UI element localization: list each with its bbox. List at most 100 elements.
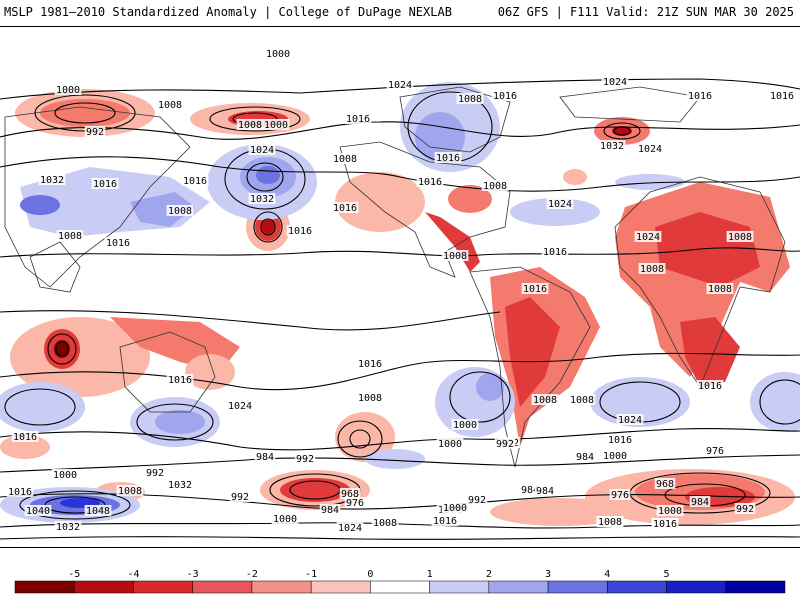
isobar-label-bg (519, 484, 541, 495)
isobar-label: 1048 (86, 506, 110, 517)
isobar-label: 1008 (458, 94, 482, 105)
isobar-label-bg (616, 414, 644, 425)
isobar-label: 1016 (106, 238, 130, 249)
isobar-label-bg (336, 522, 364, 533)
isobar-label-bg (704, 445, 726, 456)
isobar-label-bg (84, 126, 106, 137)
isobar-label: 1008 (333, 154, 357, 165)
isobar-label: 1008 (238, 120, 262, 131)
isobar-label: 992 (468, 495, 486, 506)
isobar-label: 984 (521, 485, 539, 496)
colorbar-swatch (488, 580, 549, 594)
isobar-label-bg (441, 250, 469, 261)
colorbar-swatch (547, 580, 608, 594)
isobar-label: 1008 (598, 517, 622, 528)
isobar-label-bg (456, 93, 484, 104)
isobar-label-bg (319, 504, 341, 515)
isobar-label: 1032 (56, 522, 80, 533)
isobar-label: 1016 (493, 91, 517, 102)
isobar-label-bg (726, 231, 754, 242)
isobar-label: 1024 (228, 401, 252, 412)
isobar-label-bg (226, 400, 254, 411)
model-run-label: 06Z GFS | F111 Valid: 21Z SUN MAR 30 202… (497, 5, 794, 19)
isobar-label: 984 (536, 486, 554, 497)
isobar-label: 984 (256, 452, 274, 463)
isobar-label-bg (84, 505, 112, 516)
isobar-label-bg (271, 513, 299, 524)
isobar-label-bg (431, 515, 459, 526)
isobar-label-bg (634, 231, 662, 242)
isobar-label-bg (598, 140, 626, 151)
colorbar-swatch (370, 580, 430, 594)
negative-anomaly-shading (0, 89, 795, 526)
isobar-label: 984 (321, 505, 339, 516)
isobar-label-bg (11, 431, 39, 442)
isobar-label: 1008 (158, 100, 182, 111)
isobar-label: 976 (611, 490, 629, 501)
isobar-label-bg (24, 505, 52, 516)
isobar-label-bg (386, 79, 414, 90)
isobar-label: 1000 (53, 470, 77, 481)
isobar-label-bg (331, 153, 359, 164)
isobar-label: 1008 (373, 518, 397, 529)
isobar-label: 1000 (266, 49, 290, 60)
isobar-label-bg (54, 84, 82, 95)
colorbar-swatches (14, 580, 786, 594)
isobar-label-bg (521, 283, 549, 294)
colorbar-tick-label: 0 (367, 569, 373, 580)
isobar-label-bg (601, 450, 629, 461)
isobar-label-bg (56, 230, 84, 241)
colorbar-swatch (251, 580, 312, 594)
isobar-label-bg (371, 517, 399, 528)
colorbar-tick-label: -4 (127, 569, 139, 580)
isobar-label-bg (534, 485, 556, 496)
anomaly-map: 1000 992 1008 1008 1000 1016 1024 1024 1016 1008 1… (0, 26, 800, 548)
isobar-label: 1000 (453, 420, 477, 431)
isobar-label: 1016 (13, 432, 37, 443)
isobar-label: 1024 (388, 80, 412, 91)
isobar-label: 1008 (570, 395, 594, 406)
isobar-label: 992 (86, 127, 104, 138)
isobar-label: 1000 (273, 514, 297, 525)
isobar-label: 1024 (338, 523, 362, 534)
isobar-label: 1016 (433, 516, 457, 527)
isobar-label-bg (696, 380, 724, 391)
isobar-label-bg (356, 392, 384, 403)
isobar-label-bg (54, 521, 82, 532)
isobar-label: 1008 (708, 284, 732, 295)
colorbar-tick-label: -5 (68, 569, 80, 580)
isobar-label-bg (689, 496, 711, 507)
colorbar-swatch (310, 580, 371, 594)
isobar-label: 1016 (770, 91, 794, 102)
isobar-label-bg (436, 438, 464, 449)
isobar-label: 1032 (250, 194, 274, 205)
isobar-label-bg (339, 488, 361, 499)
isobar-label: 1008 (168, 206, 192, 217)
map-title: MSLP 1981–2010 Standardized Anomaly | Co… (4, 5, 452, 19)
isobar-label-bg (229, 491, 251, 502)
isobar-label: 968 (656, 479, 674, 490)
isobar-label: 1032 (600, 141, 624, 152)
colorbar-tick-label: 1 (427, 569, 433, 580)
isobar-label: 1024 (618, 415, 642, 426)
isobar-label-bg (166, 479, 194, 490)
isobar-label-bg (38, 174, 66, 185)
isobar-label: 1008 (443, 251, 467, 262)
isobar-label: 1024 (250, 145, 274, 156)
colorbar-swatch (429, 580, 490, 594)
isobar-label: 1008 (483, 181, 507, 192)
isobar-label-bg (546, 198, 574, 209)
isobar-label: 992 (231, 492, 249, 503)
isobar-label: 1024 (548, 199, 572, 210)
isobar-label-bg (294, 453, 316, 464)
isobar-label: 1016 (8, 487, 32, 498)
isobar-label-bg (264, 48, 292, 59)
isobar-label: 968 (341, 489, 359, 500)
isobar-label: 1024 (636, 232, 660, 243)
isobar-label-bg (181, 175, 209, 186)
isobar-label-bg (651, 518, 679, 529)
isobar-label-bg (116, 485, 144, 496)
isobar-label-bg (248, 144, 276, 155)
isobar-label-bg (104, 237, 132, 248)
isobar-label-bg (434, 152, 462, 163)
